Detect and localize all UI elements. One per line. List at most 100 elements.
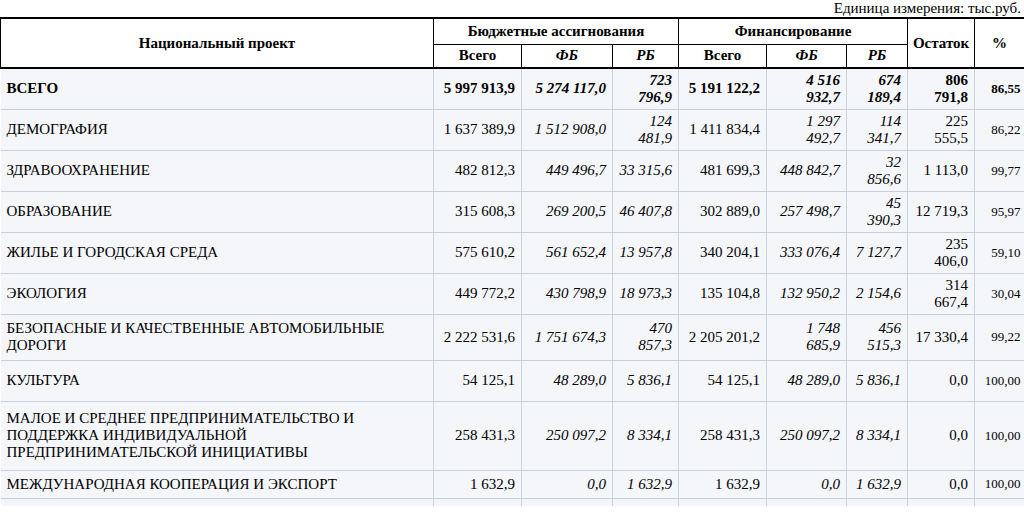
header-budget-rb: РБ	[613, 44, 679, 68]
budget-fb-cell: 0,0	[522, 470, 613, 498]
project-name-cell: ВСЕГО	[1, 68, 434, 109]
financing-fb-cell: 257 498,7	[767, 191, 847, 232]
financing-rb-cell: 2 154,6	[847, 273, 908, 314]
budget-rb-cell: 33 315,6	[613, 150, 679, 191]
percent-cell: 100,00	[975, 470, 1024, 498]
financing-total-cell: 481 699,3	[679, 150, 767, 191]
table-row: ЭКОЛОГИЯ 449 772,2 430 798,9 18 973,3 13…	[1, 273, 1024, 314]
table-row: ВСЕГО 5 997 913,9 5 274 117,0 723 796,9 …	[1, 68, 1024, 109]
financing-fb-cell: 333 076,4	[767, 232, 847, 273]
budget-fb-cell: 1 512 908,0	[522, 109, 613, 150]
financing-rb-cell: 45 390,3	[847, 191, 908, 232]
budget-fb-cell: 5 274 117,0	[522, 68, 613, 109]
percent-cell: 30,04	[975, 273, 1024, 314]
budget-fb-cell: 430 798,9	[522, 273, 613, 314]
header-financing-rb: РБ	[847, 44, 908, 68]
header-project: Национальный проект	[1, 18, 434, 68]
financing-rb-cell: 114 341,7	[847, 109, 908, 150]
budget-rb-cell: 723 796,9	[613, 68, 679, 109]
financing-total-cell: 340 204,1	[679, 232, 767, 273]
project-name-cell	[1, 498, 434, 506]
financing-fb-cell: 4 516 932,7	[767, 68, 847, 109]
budget-rb-cell: 13 957,8	[613, 232, 679, 273]
financing-total-cell: 2 205 201,2	[679, 314, 767, 360]
table-row: ДЕМОГРАФИЯ 1 637 389,9 1 512 908,0 124 4…	[1, 109, 1024, 150]
budget-fb-cell	[522, 498, 613, 506]
budget-fb-cell: 561 652,4	[522, 232, 613, 273]
percent-cell	[975, 498, 1024, 506]
project-name-cell: КУЛЬТУРА	[1, 360, 434, 401]
percent-cell: 99,22	[975, 314, 1024, 360]
financing-fb-cell: 132 950,2	[767, 273, 847, 314]
rest-cell: 235 406,0	[908, 232, 975, 273]
budget-rb-cell: 46 407,8	[613, 191, 679, 232]
budget-total-cell	[434, 498, 522, 506]
financing-rb-cell: 8 334,1	[847, 401, 908, 470]
financing-rb-cell: 456 515,3	[847, 314, 908, 360]
budget-total-cell: 482 812,3	[434, 150, 522, 191]
budget-total-cell: 315 608,3	[434, 191, 522, 232]
percent-cell: 100,00	[975, 401, 1024, 470]
header-budget-fb: ФБ	[522, 44, 613, 68]
table-row: МАЛОЕ И СРЕДНЕЕ ПРЕДПРИНИМАТЕЛЬСТВО И ПО…	[1, 401, 1024, 470]
project-name-cell: ЗДРАВООХРАНЕНИЕ	[1, 150, 434, 191]
budget-total-cell: 2 222 531,6	[434, 314, 522, 360]
rest-cell: 17 330,4	[908, 314, 975, 360]
table-row: ОБРАЗОВАНИЕ 315 608,3 269 200,5 46 407,8…	[1, 191, 1024, 232]
table-body: ВСЕГО 5 997 913,9 5 274 117,0 723 796,9 …	[1, 68, 1024, 506]
financing-fb-cell: 0,0	[767, 470, 847, 498]
financing-total-cell: 258 431,3	[679, 401, 767, 470]
budget-total-cell: 1 632,9	[434, 470, 522, 498]
header-financing-total: Всего	[679, 44, 767, 68]
header-financing-fb: ФБ	[767, 44, 847, 68]
rest-cell: 806 791,8	[908, 68, 975, 109]
rest-cell: 0,0	[908, 401, 975, 470]
financing-rb-cell: 32 856,6	[847, 150, 908, 191]
budget-rb-cell	[613, 498, 679, 506]
budget-fb-cell: 48 289,0	[522, 360, 613, 401]
financing-rb-cell: 7 127,7	[847, 232, 908, 273]
percent-cell: 99,77	[975, 150, 1024, 191]
financing-rb-cell: 1 632,9	[847, 470, 908, 498]
financing-fb-cell: 1 297 492,7	[767, 109, 847, 150]
percent-cell: 59,10	[975, 232, 1024, 273]
budget-rb-cell: 470 857,3	[613, 314, 679, 360]
budget-rb-cell: 18 973,3	[613, 273, 679, 314]
financing-rb-cell: 5 836,1	[847, 360, 908, 401]
budget-total-cell: 5 997 913,9	[434, 68, 522, 109]
project-name-cell: БЕЗОПАСНЫЕ И КАЧЕСТВЕННЫЕ АВТОМОБИЛЬНЫЕ …	[1, 314, 434, 360]
budget-total-cell: 258 431,3	[434, 401, 522, 470]
financing-fb-cell: 1 748 685,9	[767, 314, 847, 360]
budget-fb-cell: 449 496,7	[522, 150, 613, 191]
financing-fb-cell: 250 097,2	[767, 401, 847, 470]
budget-rb-cell: 1 632,9	[613, 470, 679, 498]
rest-cell: 1 113,0	[908, 150, 975, 191]
financing-fb-cell: 448 842,7	[767, 150, 847, 191]
header-percent: %	[975, 18, 1024, 68]
percent-cell: 95,97	[975, 191, 1024, 232]
budget-total-cell: 575 610,2	[434, 232, 522, 273]
budget-total-cell: 1 637 389,9	[434, 109, 522, 150]
financing-total-cell	[679, 498, 767, 506]
financing-total-cell: 5 191 122,2	[679, 68, 767, 109]
percent-cell: 86,55	[975, 68, 1024, 109]
budget-total-cell: 54 125,1	[434, 360, 522, 401]
project-name-cell: ЭКОЛОГИЯ	[1, 273, 434, 314]
financing-rb-cell	[847, 498, 908, 506]
budget-fb-cell: 250 097,2	[522, 401, 613, 470]
financing-fb-cell	[767, 498, 847, 506]
unit-of-measure-label: Единица измерения: тыс.руб.	[0, 0, 1024, 17]
rest-cell: 0,0	[908, 470, 975, 498]
header-group-budget: Бюджетные ассигнования	[434, 18, 679, 44]
percent-cell: 86,22	[975, 109, 1024, 150]
financing-fb-cell: 48 289,0	[767, 360, 847, 401]
table-row: ЖИЛЬЕ И ГОРОДСКАЯ СРЕДА 575 610,2 561 65…	[1, 232, 1024, 273]
project-name-cell: ЖИЛЬЕ И ГОРОДСКАЯ СРЕДА	[1, 232, 434, 273]
budget-rb-cell: 5 836,1	[613, 360, 679, 401]
table-row: БЕЗОПАСНЫЕ И КАЧЕСТВЕННЫЕ АВТОМОБИЛЬНЫЕ …	[1, 314, 1024, 360]
rest-cell: 314 667,4	[908, 273, 975, 314]
budget-total-cell: 449 772,2	[434, 273, 522, 314]
national-projects-table: Национальный проект Бюджетные ассигнован…	[0, 17, 1024, 506]
percent-cell: 100,00	[975, 360, 1024, 401]
financing-total-cell: 135 104,8	[679, 273, 767, 314]
